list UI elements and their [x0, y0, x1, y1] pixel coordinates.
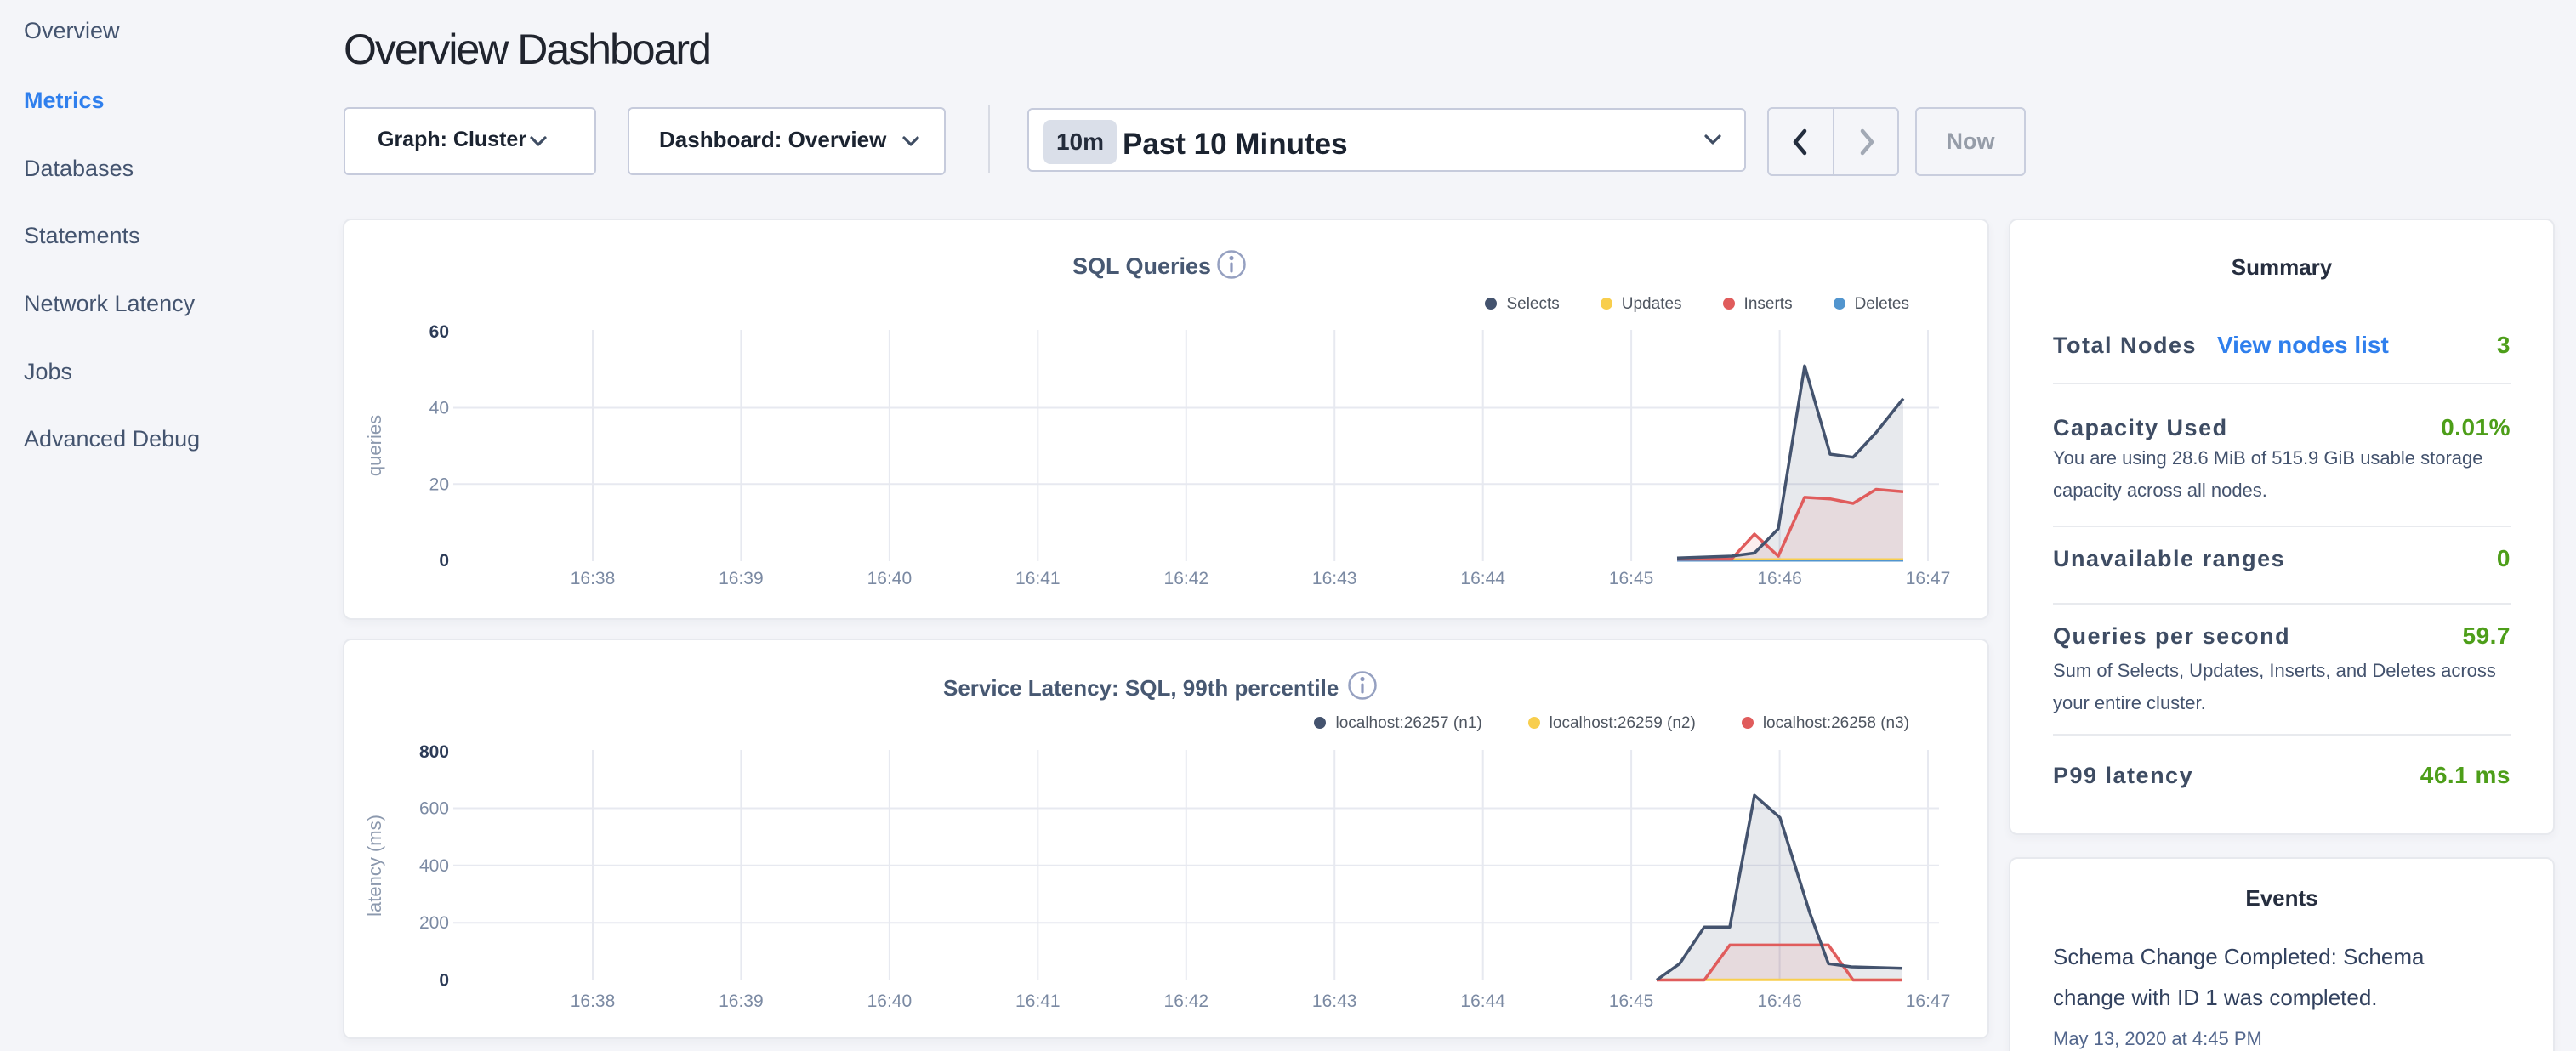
- svg-text:16:44: 16:44: [1460, 569, 1505, 588]
- svg-text:0: 0: [439, 551, 449, 571]
- svg-text:16:43: 16:43: [1312, 991, 1357, 1011]
- svg-text:16:41: 16:41: [1015, 569, 1061, 588]
- svg-text:16:45: 16:45: [1609, 991, 1654, 1011]
- svg-text:16:43: 16:43: [1312, 569, 1357, 588]
- svg-text:0: 0: [439, 971, 449, 991]
- svg-text:16:38: 16:38: [571, 991, 616, 1011]
- svg-text:16:40: 16:40: [867, 991, 913, 1011]
- svg-text:16:42: 16:42: [1164, 991, 1209, 1011]
- svg-text:16:41: 16:41: [1015, 991, 1061, 1011]
- svg-text:16:42: 16:42: [1164, 569, 1209, 588]
- svg-text:latency (ms): latency (ms): [364, 815, 385, 917]
- svg-text:queries: queries: [364, 415, 385, 476]
- svg-text:200: 200: [419, 913, 449, 933]
- svg-text:60: 60: [429, 322, 449, 342]
- svg-text:16:39: 16:39: [719, 569, 764, 588]
- svg-text:40: 40: [429, 399, 449, 418]
- svg-text:16:39: 16:39: [719, 991, 764, 1011]
- svg-text:16:45: 16:45: [1609, 569, 1654, 588]
- svg-text:16:44: 16:44: [1460, 991, 1505, 1011]
- svg-text:16:47: 16:47: [1906, 991, 1951, 1011]
- svg-text:16:47: 16:47: [1906, 569, 1951, 588]
- svg-text:400: 400: [419, 856, 449, 876]
- svg-text:20: 20: [429, 474, 449, 494]
- svg-text:16:40: 16:40: [867, 569, 913, 588]
- svg-text:800: 800: [419, 742, 449, 762]
- svg-text:16:46: 16:46: [1757, 569, 1802, 588]
- svg-text:600: 600: [419, 799, 449, 819]
- svg-text:16:38: 16:38: [571, 569, 616, 588]
- svg-text:16:46: 16:46: [1757, 991, 1802, 1011]
